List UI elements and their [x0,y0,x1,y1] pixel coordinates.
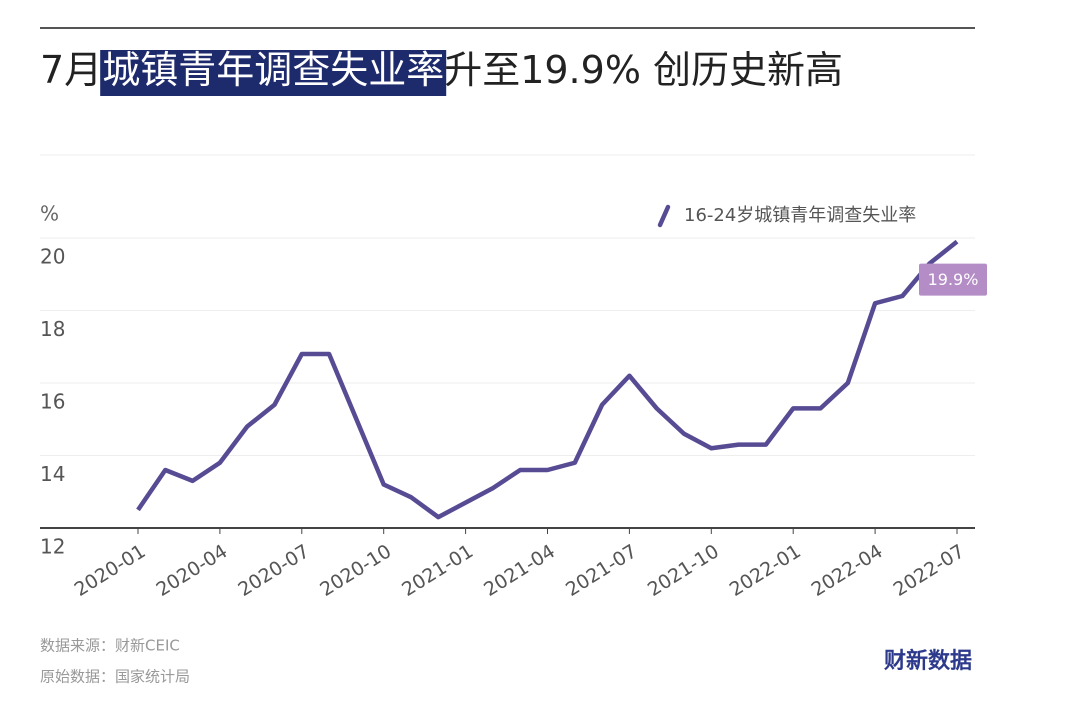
y-unit: % [40,202,59,226]
x-tick-label: 2021-04 [480,540,559,601]
line [136,239,959,520]
logo: 财新数据 [884,648,972,674]
y-tick-label: 12 [40,535,65,559]
title-highlight [100,50,447,96]
x-tick-label: 2020-10 [316,540,395,601]
x-tick-label: 2022-04 [808,540,887,601]
title-part: 城镇青年调查失业率 [102,48,444,92]
source: 原始数据：国家统计局 [40,668,190,686]
x-tick-label: 2021-01 [398,540,477,601]
title-part: 升至19.9% 创历史新高 [444,48,843,92]
x-tick-label: 2020-07 [234,540,313,601]
title-part: 7月 [40,48,102,92]
legend-label: 16-24岁城镇青年调查失业率 [684,205,916,226]
y-tick-label: 20 [40,245,65,269]
title: 7月城镇青年调查失业率升至19.9% 创历史新高 [40,48,843,96]
value-label-box [919,263,987,296]
y-tick-label: 18 [40,317,65,341]
value-label: 19.9% [928,270,979,289]
x-tick-label: 2021-10 [644,540,723,601]
y-tick-label: 14 [40,462,65,486]
title-text: 7月城镇青年调查失业率升至19.9% 创历史新高 [40,48,843,92]
x-tick-label: 2020-01 [71,540,150,601]
y-tick-label: 16 [40,390,65,414]
x-tick-label: 2021-07 [562,540,641,601]
x-tick-label: 2020-04 [152,540,231,601]
x-tick-label: 2022-01 [726,540,805,601]
legend-swatch [657,204,671,228]
x-tick-label: 2022-07 [890,540,969,601]
source: 数据来源：财新CEIC [40,637,180,655]
